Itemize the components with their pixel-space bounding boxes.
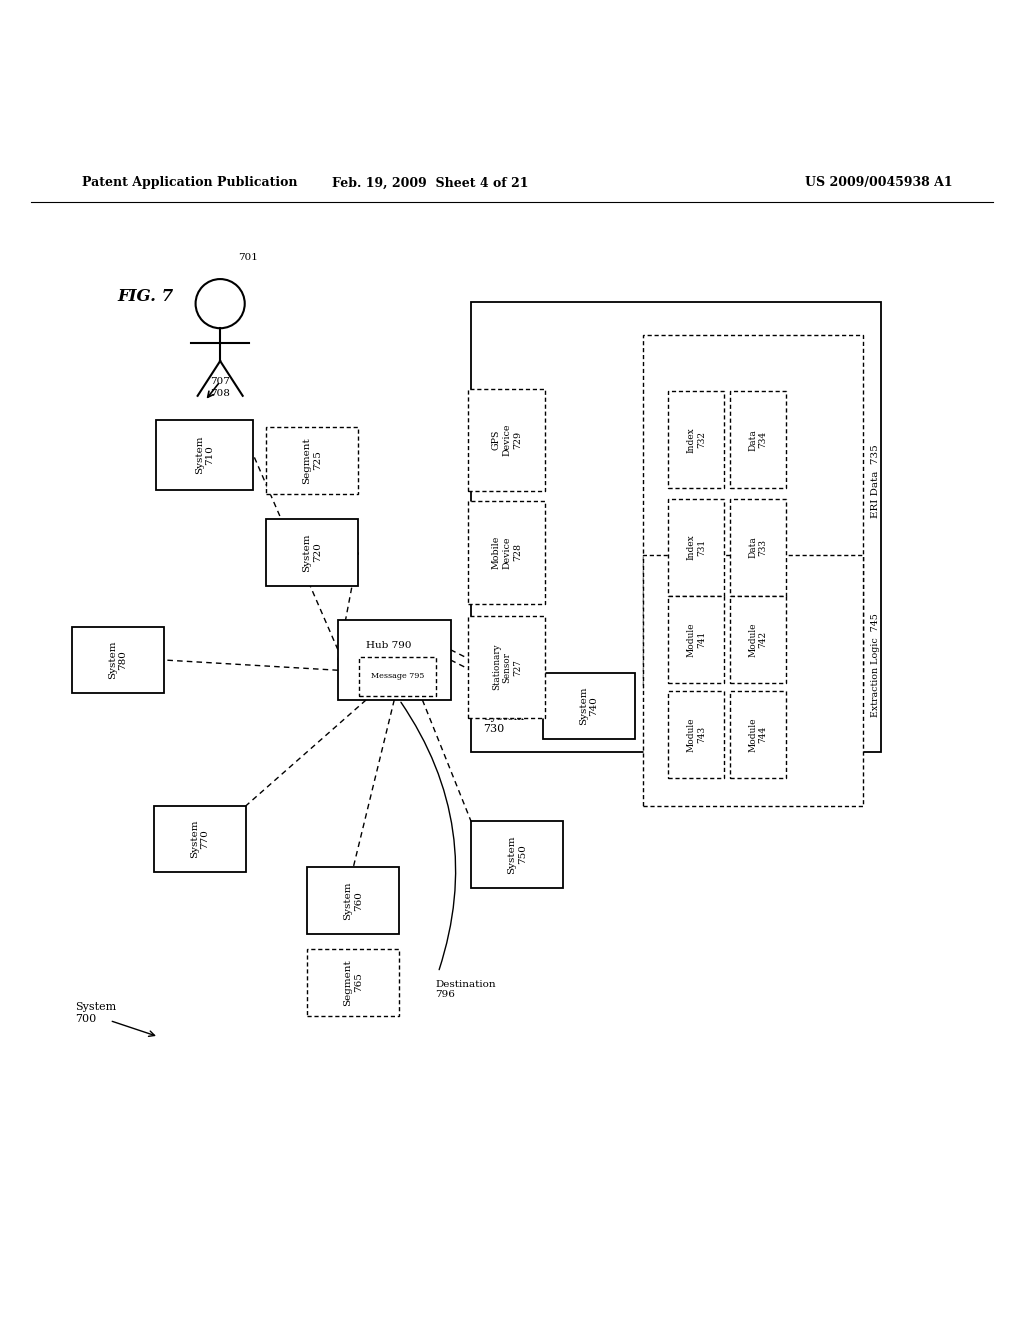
FancyBboxPatch shape — [643, 335, 862, 688]
FancyBboxPatch shape — [157, 420, 254, 490]
Text: Module
742: Module 742 — [749, 622, 767, 657]
Text: 707: 707 — [210, 378, 229, 385]
Text: System
720: System 720 — [303, 533, 322, 572]
FancyBboxPatch shape — [307, 867, 399, 935]
Text: Feb. 19, 2009  Sheet 4 of 21: Feb. 19, 2009 Sheet 4 of 21 — [332, 177, 528, 189]
FancyBboxPatch shape — [729, 499, 786, 597]
FancyBboxPatch shape — [729, 391, 786, 488]
Text: Module
744: Module 744 — [749, 718, 767, 752]
Text: System
730: System 730 — [483, 711, 524, 734]
Text: Patent Application Publication: Patent Application Publication — [82, 177, 297, 189]
FancyBboxPatch shape — [266, 428, 358, 494]
FancyBboxPatch shape — [359, 657, 436, 696]
FancyBboxPatch shape — [307, 949, 399, 1016]
FancyBboxPatch shape — [471, 821, 563, 888]
Text: Destination
796: Destination 796 — [435, 979, 496, 999]
Text: Data
733: Data 733 — [749, 536, 767, 558]
Text: Hub 790: Hub 790 — [367, 642, 412, 651]
Text: Index
732: Index 732 — [687, 426, 706, 453]
Text: Segment
725: Segment 725 — [303, 437, 322, 483]
Text: Mobile
Device
728: Mobile Device 728 — [492, 536, 522, 569]
FancyBboxPatch shape — [543, 673, 635, 739]
FancyBboxPatch shape — [469, 616, 545, 718]
FancyBboxPatch shape — [669, 391, 725, 488]
FancyBboxPatch shape — [469, 388, 545, 491]
Text: Index
731: Index 731 — [687, 535, 706, 560]
Text: Stationary
Sensor
727: Stationary Sensor 727 — [492, 644, 522, 690]
Text: 708: 708 — [210, 389, 229, 399]
Text: System
760: System 760 — [344, 882, 362, 920]
FancyBboxPatch shape — [154, 807, 246, 873]
Text: GPS
Device
729: GPS Device 729 — [492, 424, 522, 457]
FancyBboxPatch shape — [729, 692, 786, 779]
FancyArrowPatch shape — [401, 702, 456, 970]
Text: ERI Data  735: ERI Data 735 — [870, 444, 880, 517]
FancyBboxPatch shape — [338, 620, 451, 700]
Text: Module
743: Module 743 — [687, 718, 706, 752]
Text: US 2009/0045938 A1: US 2009/0045938 A1 — [805, 177, 952, 189]
FancyBboxPatch shape — [266, 519, 358, 586]
Text: Extraction Logic  745: Extraction Logic 745 — [870, 614, 880, 717]
FancyBboxPatch shape — [643, 554, 862, 807]
Text: Module
741: Module 741 — [687, 622, 706, 657]
Text: Segment
765: Segment 765 — [344, 960, 362, 1006]
Text: System
700: System 700 — [75, 1002, 116, 1024]
Text: FIG. 7: FIG. 7 — [118, 288, 174, 305]
Text: 701: 701 — [239, 253, 258, 263]
Text: Data
734: Data 734 — [749, 429, 767, 450]
Text: System
740: System 740 — [580, 686, 598, 725]
Text: System
710: System 710 — [196, 436, 214, 474]
FancyBboxPatch shape — [669, 499, 725, 597]
Text: System
780: System 780 — [109, 640, 127, 680]
FancyBboxPatch shape — [469, 502, 545, 603]
FancyBboxPatch shape — [669, 692, 725, 779]
FancyBboxPatch shape — [729, 597, 786, 682]
FancyBboxPatch shape — [72, 627, 164, 693]
FancyBboxPatch shape — [471, 301, 881, 752]
Text: Message 795: Message 795 — [371, 672, 424, 680]
Text: System
750: System 750 — [508, 836, 526, 874]
FancyBboxPatch shape — [669, 597, 725, 682]
Text: System
770: System 770 — [190, 820, 209, 858]
